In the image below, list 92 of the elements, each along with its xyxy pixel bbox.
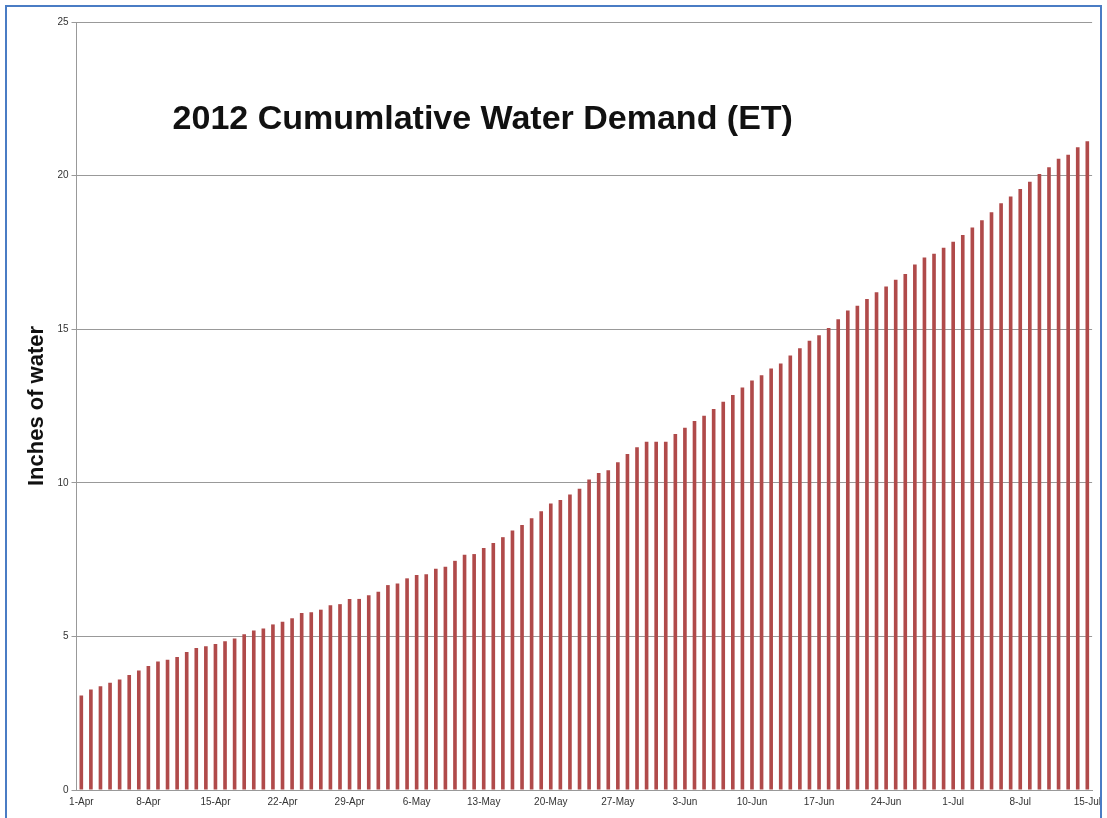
bar [520,524,524,790]
y-tick-label: 20 [57,169,69,181]
bar [999,203,1003,790]
bar [548,503,553,790]
bar [290,618,294,790]
bar [568,494,572,790]
x-tick-label: 15-Jul [1073,795,1101,807]
bar [127,675,132,790]
bar [1085,141,1090,790]
bar [366,595,371,790]
bar [587,479,591,790]
x-tick-label: 3-Jun [672,795,698,807]
bar [204,646,208,790]
bar [357,598,361,790]
bar [960,234,965,790]
x-tick-label: 8-Apr [136,795,162,807]
y-tick-label: 0 [62,783,69,795]
bar [903,273,908,790]
bar [405,578,409,790]
bar [663,441,668,790]
bar [1028,181,1032,790]
bar [778,363,783,790]
x-tick-label: 10-Jun [736,795,768,807]
bar [893,279,898,790]
bar [616,462,620,790]
bar [108,682,112,790]
bar [683,427,687,790]
x-tick-label: 1-Jul [942,795,965,807]
x-tick-label: 20-May [534,795,568,807]
bar [1066,154,1070,790]
x-tick-label: 17-Jun [803,795,835,807]
x-tick-label: 24-Jun [870,795,902,807]
bar [750,380,754,790]
bar [845,310,850,790]
bar [242,634,247,790]
bar [89,689,93,790]
bar [980,220,984,790]
bar [175,656,179,790]
bar [932,253,936,790]
bar [338,604,342,790]
bar [156,661,160,790]
bar [798,348,802,790]
bar [1047,167,1051,790]
x-tick-label: 22-Apr [267,795,299,807]
bar [319,609,323,790]
bar [251,630,256,790]
bar [654,441,658,790]
x-tick-label: 27-May [601,795,635,807]
bar [731,394,735,790]
text: 2012 Cumumlative Water Demand (ET) [172,98,793,137]
bar [913,264,917,790]
x-tick-label: 15-Apr [200,795,232,807]
bar [836,319,841,790]
bar [472,554,476,790]
bar [136,670,141,790]
y-tick-label: 10 [57,476,69,488]
x-tick-label: 13-May [467,795,501,807]
bar [702,415,706,790]
bar [788,355,793,790]
bar [769,368,773,790]
y-tick-label: 5 [62,630,69,642]
bar [539,511,544,790]
bar [1018,189,1023,790]
bar [386,585,390,790]
bar [884,286,888,790]
bar [79,695,84,790]
x-tick-label: 8-Jul [1009,795,1032,807]
bar [596,472,601,790]
bar [635,447,639,790]
bar [501,537,505,790]
bar [424,574,429,790]
bar [309,612,314,790]
x-tick-label: 6-May [402,795,431,807]
bar [865,299,869,790]
y-axis-title: Inches of water [23,325,49,487]
y-tick-label: 15 [57,322,69,334]
bar [481,547,486,790]
bar [194,648,199,790]
bar [606,470,611,790]
bar [1075,147,1080,790]
bar [817,335,821,790]
bar [721,401,726,790]
bar [271,624,275,790]
y-tick-label: 25 [57,15,69,27]
bar [433,568,438,790]
x-tick-label: 29-Apr [334,795,366,807]
bar [951,241,955,790]
bar [223,641,227,790]
bar [184,652,189,790]
x-tick-label: 1-Apr [69,795,95,807]
bar [491,543,496,790]
bar [453,560,457,790]
